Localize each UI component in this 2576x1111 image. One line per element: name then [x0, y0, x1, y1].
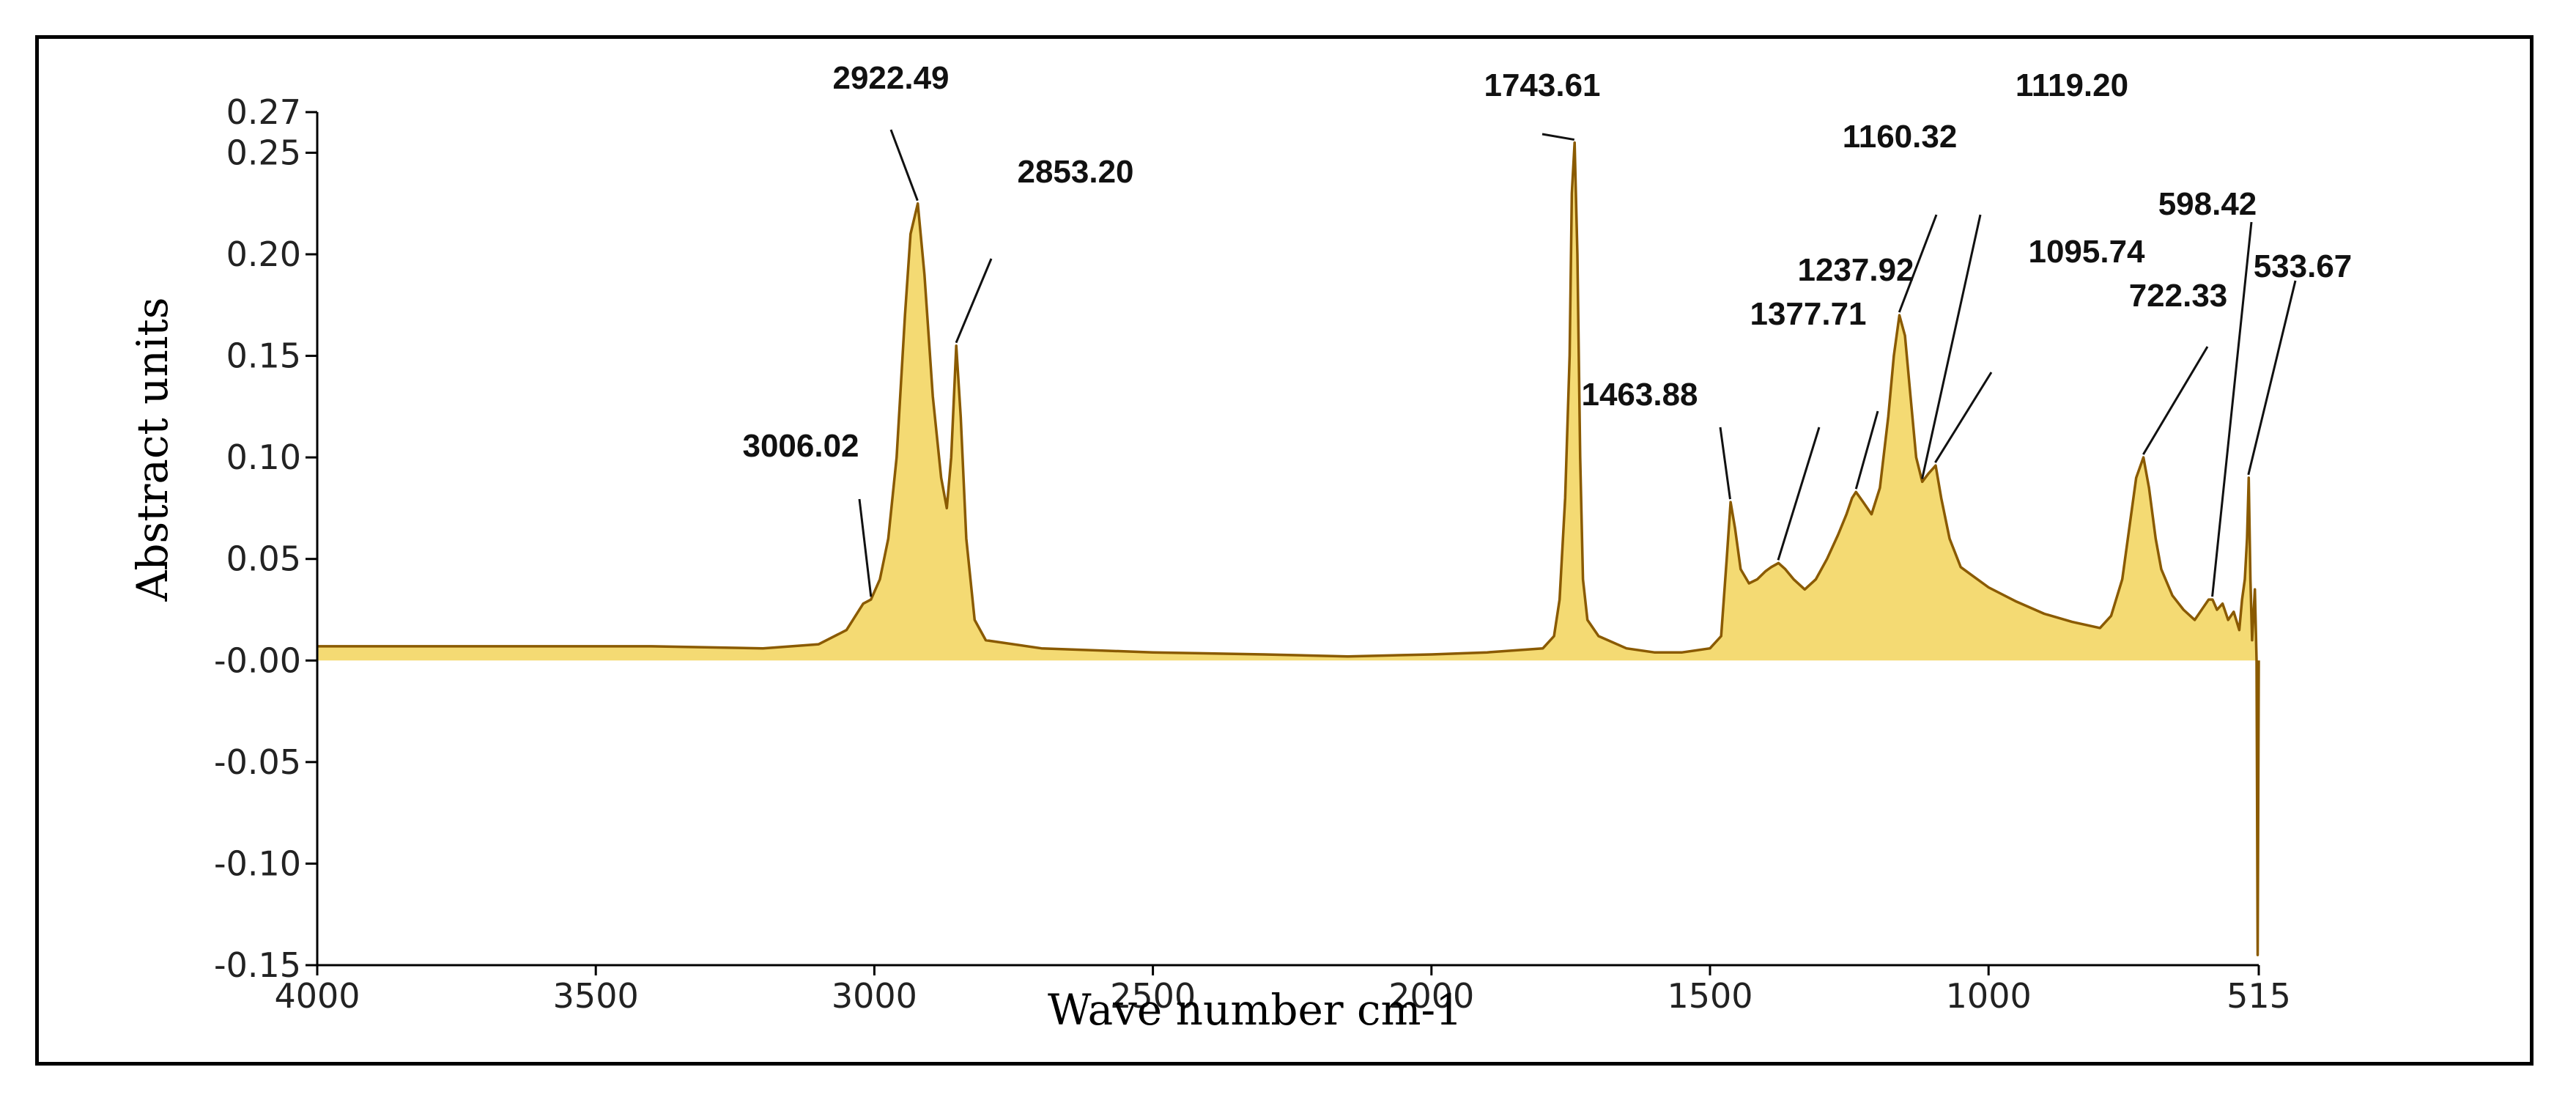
peak-label: 1095.74 — [2028, 234, 2145, 270]
peak-leader-line — [889, 129, 919, 202]
peak-leader-line — [1777, 427, 1821, 561]
y-tick-label: 0.15 — [226, 336, 301, 376]
spectrum-line — [317, 141, 2260, 956]
peak-label: 1377.71 — [1750, 296, 1866, 332]
x-tick-label: 3500 — [553, 976, 639, 1016]
peak-leader-line — [955, 258, 993, 344]
peak-label: 722.33 — [2129, 278, 2228, 314]
peak-label: 598.42 — [2158, 186, 2257, 222]
plot-area — [317, 141, 2260, 956]
peak-leader-line — [1541, 133, 1575, 141]
spectrum-fill — [317, 142, 2259, 956]
peak-label: 3006.02 — [742, 428, 859, 464]
y-tick-label: 0.05 — [226, 539, 301, 579]
peak-leader-line — [858, 498, 873, 597]
figure-frame: 4000 3500 3000 2500 2000 1500 1000 515 0.27 0.25… — [35, 35, 2534, 1066]
peak-annotations: 2922.49 2853.20 3006.02 1743.61 1463.88 1377.… — [742, 60, 2352, 597]
peak-label: 1743.61 — [1484, 67, 1600, 103]
y-tick-label: 0.20 — [226, 235, 301, 274]
peak-leader-line — [2142, 346, 2209, 455]
peak-leader-line — [2247, 280, 2297, 476]
peak-label: 533.67 — [2254, 248, 2353, 284]
peak-leader-line — [1934, 372, 1993, 464]
y-tick-label: -0.15 — [214, 945, 301, 985]
x-tick-label: 515 — [2227, 976, 2291, 1016]
peak-label: 1463.88 — [1581, 377, 1698, 413]
x-tick-label: 4000 — [274, 976, 360, 1016]
x-axis: 4000 3500 3000 2500 2000 1500 1000 515 — [274, 964, 2291, 1016]
x-tick-label: 2000 — [1388, 976, 1474, 1016]
x-axis-title: Wave number cm-1 — [1048, 985, 1462, 1035]
y-tick-label: -0.10 — [214, 844, 301, 883]
x-tick-label: 1000 — [1946, 976, 2032, 1016]
y-tick-label: -0.05 — [214, 742, 301, 782]
y-tick-label: 0.27 — [226, 92, 301, 132]
peak-leader-line — [1719, 427, 1731, 500]
y-tick-label: 0.25 — [226, 133, 301, 172]
x-tick-label: 3000 — [832, 976, 917, 1016]
peak-leader-line — [1898, 214, 1938, 313]
peak-leader-line — [1854, 410, 1879, 490]
peak-label: 2853.20 — [1017, 154, 1133, 190]
y-tick-label: 0.10 — [226, 438, 301, 477]
y-axis-title: Abstract units — [127, 298, 177, 602]
peak-label: 1119.20 — [2016, 67, 2128, 103]
x-tick-label: 2500 — [1110, 976, 1196, 1016]
peak-label: 1237.92 — [1797, 252, 1914, 288]
x-tick-label: 1500 — [1667, 976, 1753, 1016]
peak-label: 1160.32 — [1843, 119, 1958, 155]
y-axis: 0.270.25 0.20 0.15 0.10 0.05 -0.00 -0.05 -0.10 -… — [214, 92, 319, 985]
y-tick-label: -0.00 — [214, 641, 301, 680]
ftir-chart: 4000 3500 3000 2500 2000 1500 1000 515 0.270.25… — [127, 60, 2352, 1035]
peak-label: 2922.49 — [832, 60, 949, 96]
peak-leader-line — [2211, 221, 2253, 597]
peak-leader-line — [1921, 214, 1982, 479]
